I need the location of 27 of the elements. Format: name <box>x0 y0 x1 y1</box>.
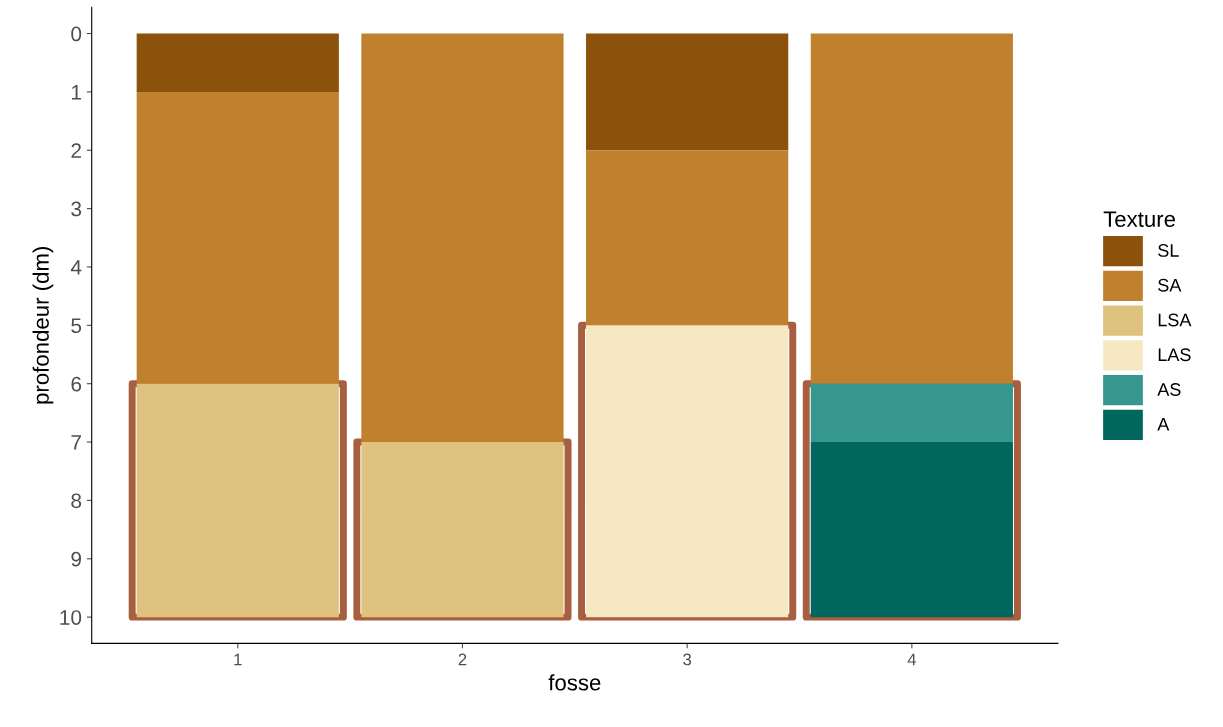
x-axis-title: fosse <box>548 674 601 691</box>
y-tick-label: 1 <box>72 85 81 100</box>
y-tick-label: 10 <box>60 610 82 625</box>
legend-label: LSA <box>1158 313 1192 327</box>
x-tick-label: 1 <box>234 653 242 666</box>
y-tick-label: 6 <box>71 376 82 392</box>
bar <box>586 33 789 151</box>
legend-label: SL <box>1158 244 1179 257</box>
y-tick-label: 5 <box>71 318 82 334</box>
bar <box>810 383 1013 443</box>
y-axis-title: profondeur (dm) <box>32 247 54 404</box>
y-tick-label: 2 <box>71 143 81 158</box>
y-tick-label: 0 <box>71 26 82 42</box>
legend-label: AS <box>1157 383 1181 396</box>
y-tick-label: 4 <box>70 260 82 275</box>
legend-label: A <box>1157 418 1170 431</box>
y-tick-label: 8 <box>71 493 82 509</box>
y-tick-label: 9 <box>71 551 82 567</box>
legend-label: SA <box>1158 278 1182 292</box>
y-tick-label: 3 <box>71 201 82 217</box>
x-tick-label: 3 <box>683 653 692 666</box>
legend-title: Texture <box>1103 211 1176 228</box>
y-tick-label: 7 <box>71 435 81 450</box>
x-tick-label: 2 <box>458 653 467 666</box>
bar <box>136 33 339 92</box>
legend-label: LAS <box>1158 348 1191 362</box>
x-tick-label: 4 <box>907 653 916 666</box>
